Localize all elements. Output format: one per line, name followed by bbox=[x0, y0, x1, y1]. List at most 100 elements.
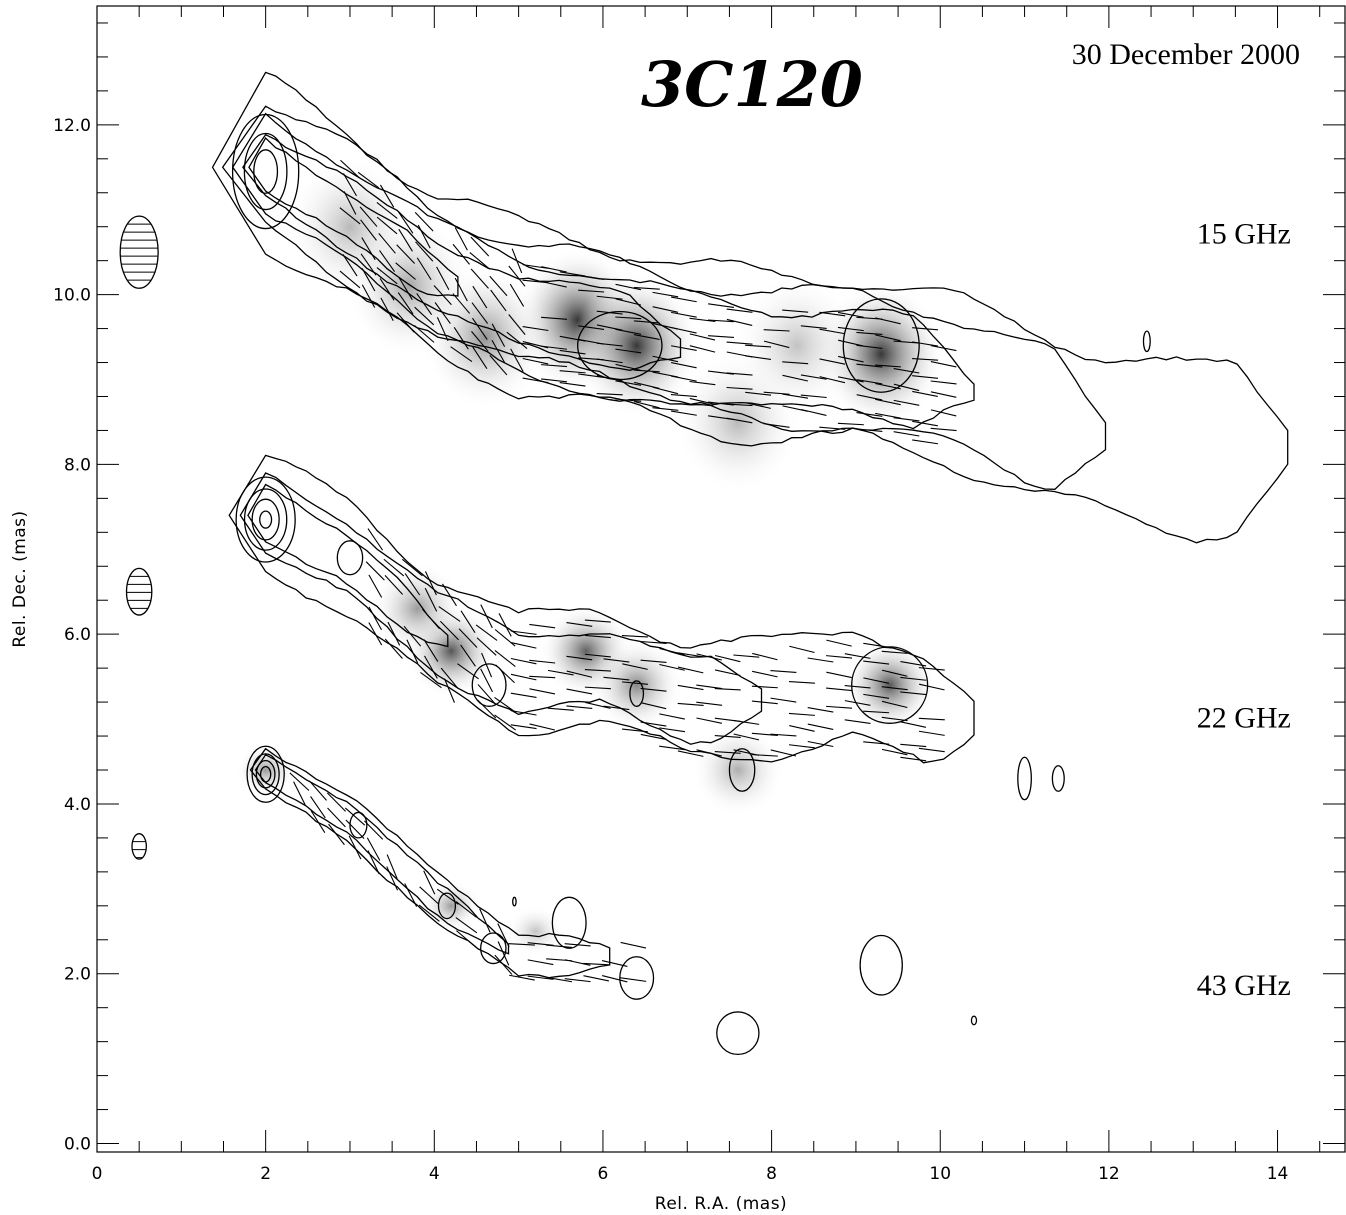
evpa-tick bbox=[733, 733, 760, 741]
evpa-tick bbox=[788, 681, 815, 684]
evpa-tick bbox=[763, 340, 790, 349]
pol-blob bbox=[505, 905, 565, 957]
evpa-tick bbox=[348, 835, 362, 860]
y-tick-label: 8.0 bbox=[64, 455, 91, 475]
evpa-tick bbox=[494, 696, 517, 713]
evpa-tick bbox=[837, 422, 864, 426]
evpa-tick bbox=[583, 975, 610, 982]
evpa-tick bbox=[443, 678, 455, 703]
evpa-tick bbox=[696, 684, 723, 690]
evpa-tick bbox=[918, 717, 945, 721]
evpa-tick bbox=[670, 410, 697, 416]
evpa-tick bbox=[510, 642, 537, 649]
evpa-tick bbox=[342, 173, 357, 197]
evpa-tick bbox=[838, 376, 864, 383]
evpa-tick bbox=[602, 975, 628, 983]
evpa-tick bbox=[819, 311, 846, 317]
evpa-tick bbox=[510, 724, 537, 730]
core-contour bbox=[243, 488, 288, 551]
evpa-tick bbox=[918, 667, 945, 671]
evpa-tick bbox=[819, 328, 846, 335]
evpa-tick bbox=[696, 701, 723, 706]
evpa-tick bbox=[770, 697, 797, 703]
y-tick-label: 2.0 bbox=[64, 965, 91, 985]
evpa-tick bbox=[417, 224, 431, 249]
evpa-tick bbox=[763, 329, 790, 332]
evpa-tick bbox=[800, 408, 827, 417]
evpa-tick bbox=[900, 661, 927, 667]
evpa-tick bbox=[677, 684, 704, 691]
evpa-tick bbox=[379, 250, 396, 272]
axis-tick-labels: 0 2 4 6 8 10 12 14 0.0 2.0 4.0 6.0 8.0 10.0 12.0 bbox=[53, 116, 1288, 1184]
evpa-tick bbox=[436, 888, 459, 905]
x-tick-label: 14 bbox=[1267, 1164, 1289, 1184]
evpa-tick bbox=[900, 676, 927, 681]
knot-contour bbox=[842, 298, 920, 393]
knot-contour bbox=[851, 646, 929, 724]
evpa-tick bbox=[900, 691, 927, 696]
frequency-label-43ghz: 43 GHz bbox=[1197, 969, 1291, 1002]
evpa-tick bbox=[566, 622, 593, 627]
evpa-tick bbox=[596, 358, 623, 364]
evpa-tick bbox=[826, 705, 853, 709]
knot-contour bbox=[480, 932, 507, 965]
evpa-tick bbox=[454, 227, 468, 251]
evpa-tick bbox=[875, 317, 901, 325]
evpa-tick bbox=[863, 710, 890, 714]
evpa-tick bbox=[930, 361, 957, 368]
evpa-tick bbox=[509, 283, 525, 307]
polarization-shading bbox=[236, 154, 945, 957]
evpa-tick bbox=[423, 870, 436, 895]
core-contour bbox=[251, 498, 280, 541]
evpa-tick bbox=[789, 645, 815, 654]
evpa-tick bbox=[584, 634, 611, 639]
evpa-tick bbox=[863, 660, 890, 665]
evpa-tick bbox=[424, 571, 437, 596]
evpa-tick bbox=[652, 306, 679, 313]
evpa-tick bbox=[615, 380, 642, 386]
evpa-tick bbox=[495, 664, 515, 684]
evpa-tick bbox=[752, 670, 778, 678]
evpa-tick bbox=[633, 369, 660, 373]
knot-contour bbox=[576, 310, 663, 381]
evpa-tick bbox=[522, 326, 549, 332]
evpa-tick bbox=[376, 201, 398, 219]
evpa-tick bbox=[826, 687, 853, 692]
y-axis-label: Rel. Dec. (mas) bbox=[10, 510, 30, 647]
evpa-tick bbox=[807, 657, 834, 663]
evpa-tick bbox=[404, 573, 421, 596]
evpa-tick bbox=[522, 377, 549, 384]
evpa-tick bbox=[900, 756, 927, 762]
evpa-tick bbox=[308, 780, 327, 801]
evpa-tick bbox=[788, 712, 815, 716]
evpa-tick bbox=[726, 403, 753, 407]
evpa-tick bbox=[421, 608, 440, 630]
evpa-tick bbox=[436, 317, 449, 342]
evpa-tick bbox=[770, 670, 797, 674]
evpa-tick bbox=[476, 637, 497, 656]
evpa-tick bbox=[751, 685, 778, 689]
evpa-tick bbox=[751, 700, 778, 705]
evpa-tick bbox=[453, 327, 469, 350]
evpa-tick bbox=[414, 306, 435, 326]
evpa-tick bbox=[707, 335, 735, 339]
evpa-tick bbox=[433, 285, 452, 306]
evpa-tick bbox=[633, 286, 660, 290]
evpa-tick bbox=[460, 610, 476, 634]
evpa-tick bbox=[327, 807, 346, 828]
evpa-tick bbox=[844, 719, 871, 724]
evpa-tick bbox=[745, 355, 772, 361]
evpa-tick bbox=[633, 334, 660, 340]
evpa-tick bbox=[615, 398, 642, 402]
evpa-tick bbox=[398, 277, 413, 300]
evpa-tick bbox=[844, 653, 871, 659]
evpa-tick bbox=[819, 426, 846, 430]
evpa-tick bbox=[696, 653, 722, 661]
evpa-tick bbox=[490, 289, 507, 312]
evpa-tick bbox=[471, 331, 489, 352]
evpa-tick bbox=[782, 361, 809, 365]
evpa-tick bbox=[633, 320, 660, 324]
evpa-tick bbox=[881, 669, 908, 677]
evpa-tick bbox=[659, 663, 685, 671]
evpa-tick bbox=[912, 420, 938, 427]
